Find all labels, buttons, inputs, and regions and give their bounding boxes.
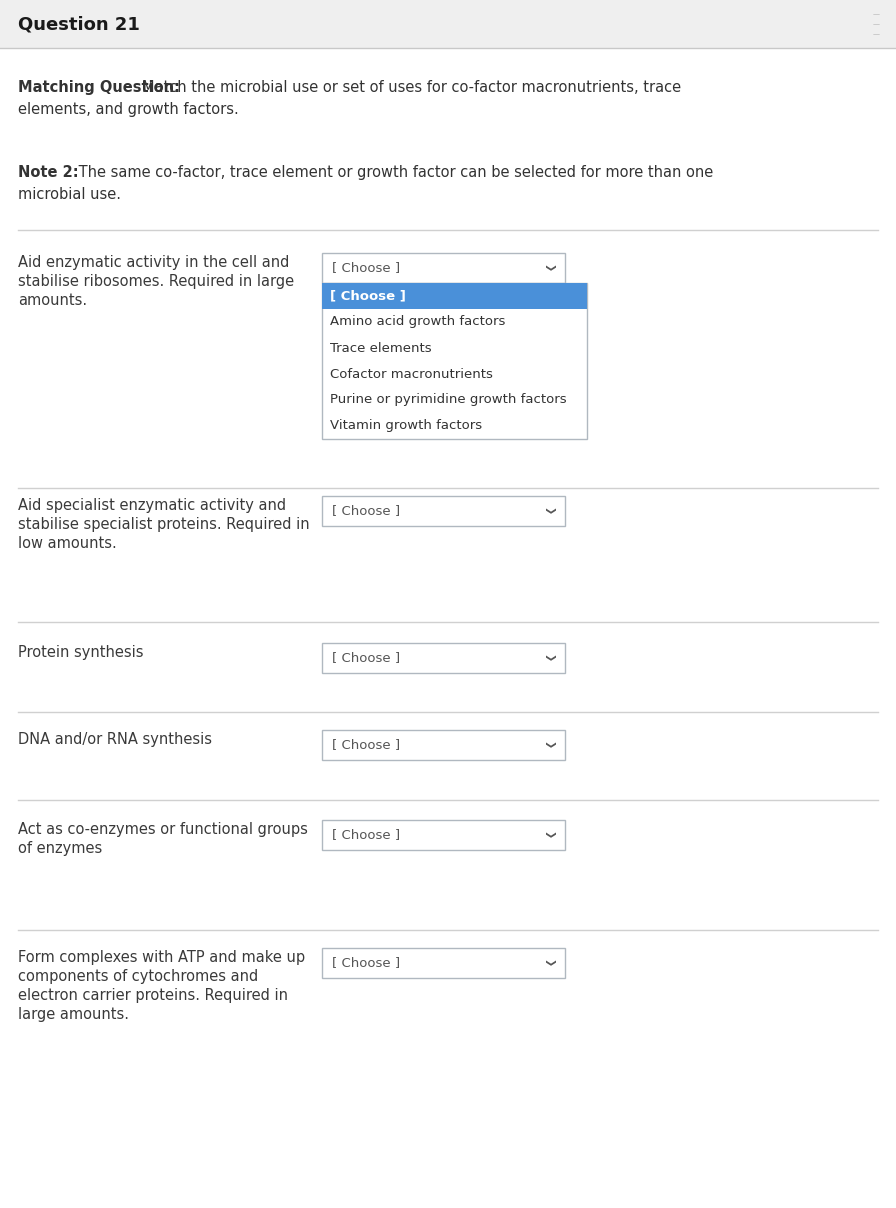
Text: components of cytochromes and: components of cytochromes and bbox=[18, 969, 258, 985]
Text: ❯: ❯ bbox=[544, 263, 554, 272]
Text: Act as co-enzymes or functional groups: Act as co-enzymes or functional groups bbox=[18, 821, 308, 837]
Text: Vitamin growth factors: Vitamin growth factors bbox=[330, 419, 482, 432]
Text: Trace elements: Trace elements bbox=[330, 342, 432, 354]
Text: ❯: ❯ bbox=[544, 741, 554, 749]
Text: amounts.: amounts. bbox=[18, 294, 87, 308]
Text: stabilise specialist proteins. Required in: stabilise specialist proteins. Required … bbox=[18, 517, 310, 532]
Text: [ Choose ]: [ Choose ] bbox=[330, 290, 406, 302]
Text: [ Choose ]: [ Choose ] bbox=[332, 738, 401, 751]
Text: [ Choose ]: [ Choose ] bbox=[332, 957, 401, 970]
Text: Match the microbial use or set of uses for co-factor macronutrients, trace: Match the microbial use or set of uses f… bbox=[142, 80, 681, 95]
Text: stabilise ribosomes. Required in large: stabilise ribosomes. Required in large bbox=[18, 274, 294, 289]
Text: Question 21: Question 21 bbox=[18, 14, 140, 33]
Text: DNA and/or RNA synthesis: DNA and/or RNA synthesis bbox=[18, 732, 212, 747]
Text: The same co-factor, trace element or growth factor can be selected for more than: The same co-factor, trace element or gro… bbox=[74, 165, 713, 180]
Text: Aid enzymatic activity in the cell and: Aid enzymatic activity in the cell and bbox=[18, 255, 289, 271]
Text: Form complexes with ATP and make up: Form complexes with ATP and make up bbox=[18, 949, 306, 965]
Text: [ Choose ]: [ Choose ] bbox=[332, 505, 401, 517]
Text: ❯: ❯ bbox=[544, 654, 554, 662]
Text: of enzymes: of enzymes bbox=[18, 841, 102, 856]
Text: [ Choose ]: [ Choose ] bbox=[332, 829, 401, 842]
Text: electron carrier proteins. Required in: electron carrier proteins. Required in bbox=[18, 988, 288, 1003]
Bar bbox=[322, 252, 565, 283]
Bar bbox=[322, 283, 587, 309]
Bar bbox=[322, 496, 565, 525]
Text: Cofactor macronutrients: Cofactor macronutrients bbox=[330, 367, 493, 381]
Text: elements, and growth factors.: elements, and growth factors. bbox=[18, 101, 238, 117]
Text: Amino acid growth factors: Amino acid growth factors bbox=[330, 315, 505, 329]
Text: [ Choose ]: [ Choose ] bbox=[332, 261, 401, 274]
Text: [ Choose ]: [ Choose ] bbox=[332, 651, 401, 664]
Text: Matching Question:: Matching Question: bbox=[18, 80, 180, 95]
Bar bbox=[0, 0, 896, 48]
Bar bbox=[322, 948, 565, 978]
Text: ❯: ❯ bbox=[544, 831, 554, 840]
Text: —
—
—: — — — bbox=[873, 11, 880, 37]
Text: ❯: ❯ bbox=[544, 507, 554, 515]
Bar bbox=[322, 820, 565, 850]
Bar bbox=[322, 283, 587, 439]
Text: Aid specialist enzymatic activity and: Aid specialist enzymatic activity and bbox=[18, 498, 286, 513]
Text: large amounts.: large amounts. bbox=[18, 1007, 129, 1022]
Text: ❯: ❯ bbox=[544, 959, 554, 968]
Bar bbox=[322, 730, 565, 760]
Bar bbox=[322, 643, 565, 673]
Text: microbial use.: microbial use. bbox=[18, 187, 121, 202]
Text: Purine or pyrimidine growth factors: Purine or pyrimidine growth factors bbox=[330, 394, 566, 407]
Text: Protein synthesis: Protein synthesis bbox=[18, 645, 143, 660]
Text: Note 2:: Note 2: bbox=[18, 165, 79, 180]
Text: low amounts.: low amounts. bbox=[18, 536, 116, 551]
